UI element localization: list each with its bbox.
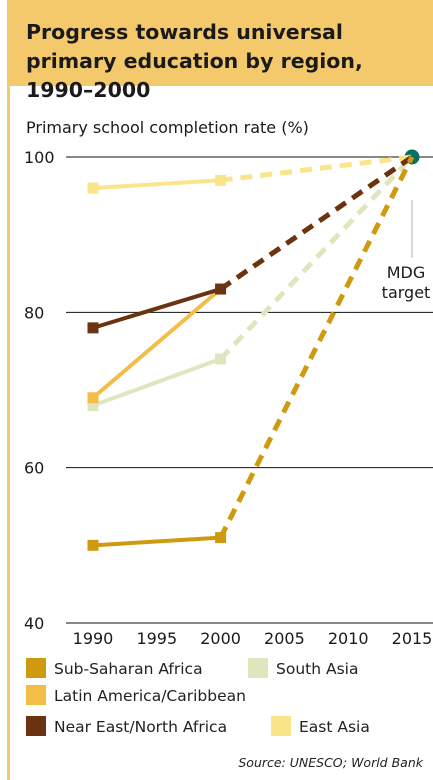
projection-line-1: [218, 155, 414, 361]
y-tick-label: 100: [24, 148, 55, 167]
data-point: [215, 174, 227, 186]
data-point: [215, 532, 227, 544]
series-group: [87, 154, 415, 551]
x-tick-label: 2010: [328, 629, 369, 648]
x-tick-label: 2005: [264, 629, 305, 648]
legend-item-south-asia: South Asia: [248, 658, 359, 678]
x-tick-label: 2000: [200, 629, 241, 648]
series-line-2: [91, 287, 222, 400]
legend-swatch: [26, 658, 46, 678]
legend-swatch: [271, 716, 291, 736]
data-point: [87, 322, 99, 334]
chart-title: Progress towards universal primary educa…: [26, 20, 363, 102]
series-line-0: [92, 535, 221, 548]
legend-label: East Asia: [299, 718, 370, 736]
title-header: [7, 0, 433, 86]
legend-label: South Asia: [276, 660, 359, 678]
legend-swatch: [248, 658, 268, 678]
source-note: Source: UNESCO; World Bank: [238, 755, 423, 770]
data-point: [215, 283, 227, 295]
legend-item-latin-america: Latin America/Caribbean: [26, 685, 246, 705]
legend-label: Latin America/Caribbean: [54, 687, 246, 705]
legend-label: Sub-Saharan Africa: [54, 660, 203, 678]
data-point: [87, 392, 99, 404]
y-tick-labels: 40 60 80 100: [24, 148, 55, 633]
y-tick-label: 40: [24, 614, 44, 633]
x-tick-label: 2015: [392, 629, 433, 648]
legend-label: Near East/North Africa: [54, 718, 228, 736]
data-point: [87, 182, 99, 194]
legend-item-near-east: Near East/North Africa: [26, 716, 228, 736]
y-tick-label: 60: [24, 459, 44, 478]
gridlines: [66, 156, 433, 624]
y-tick-label: 80: [24, 303, 44, 322]
x-tick-label: 1995: [136, 629, 177, 648]
legend-item-east-asia: East Asia: [271, 716, 370, 736]
legend-item-sub-saharan-africa: Sub-Saharan Africa: [26, 658, 203, 678]
projection-line-0: [218, 155, 415, 539]
annotation-text-line1: MDG: [387, 263, 426, 282]
series-line-1: [92, 357, 222, 408]
data-point: [87, 400, 99, 412]
projection-line-4: [220, 154, 413, 183]
data-point: [215, 353, 227, 365]
series-line-3: [92, 287, 222, 330]
x-tick-label: 1990: [73, 629, 114, 648]
chart-panel: [7, 0, 433, 780]
y-axis-label: Primary school completion rate (%): [26, 118, 309, 137]
legend-swatch: [26, 685, 46, 705]
x-tick-labels: 1990 1995 2000 2005 2010 2015: [73, 629, 433, 648]
annotation-text-line2: target: [382, 283, 431, 302]
legend-swatch: [26, 716, 46, 736]
series-line-4: [92, 178, 221, 191]
data-point: [87, 539, 99, 551]
